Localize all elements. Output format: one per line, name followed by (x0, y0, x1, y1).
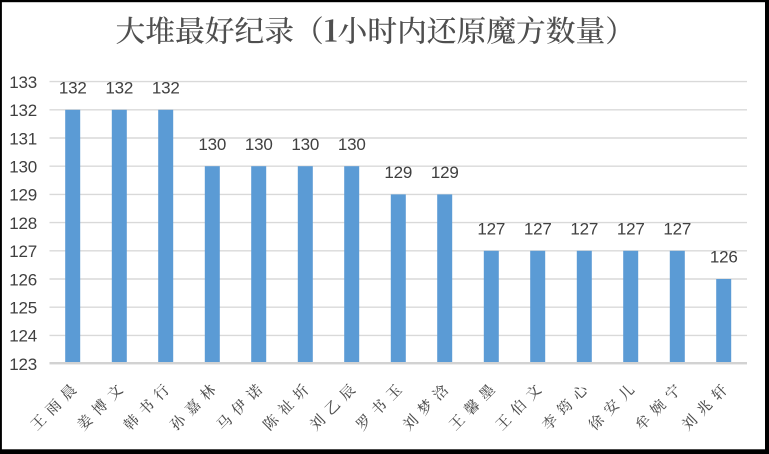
svg-text:133: 133 (9, 73, 37, 92)
svg-text:129: 129 (431, 163, 459, 182)
svg-text:127: 127 (663, 220, 691, 239)
svg-text:130: 130 (9, 158, 37, 177)
svg-text:127: 127 (477, 220, 505, 239)
svg-text:127: 127 (570, 220, 598, 239)
svg-text:126: 126 (710, 248, 738, 267)
svg-text:130: 130 (245, 135, 273, 154)
svg-text:125: 125 (9, 299, 37, 318)
svg-text:129: 129 (9, 186, 37, 205)
svg-text:127: 127 (524, 220, 552, 239)
svg-text:131: 131 (9, 129, 37, 148)
svg-text:128: 128 (9, 214, 37, 233)
svg-text:129: 129 (384, 163, 412, 182)
svg-text:130: 130 (198, 135, 226, 154)
svg-text:123: 123 (9, 355, 37, 374)
svg-text:132: 132 (152, 79, 180, 98)
svg-text:132: 132 (9, 101, 37, 120)
svg-text:132: 132 (59, 79, 87, 98)
svg-text:132: 132 (105, 79, 133, 98)
svg-text:127: 127 (617, 220, 645, 239)
svg-text:130: 130 (291, 135, 319, 154)
svg-text:130: 130 (338, 135, 366, 154)
svg-text:124: 124 (9, 327, 37, 346)
svg-text:126: 126 (9, 270, 37, 289)
svg-text:127: 127 (9, 242, 37, 261)
